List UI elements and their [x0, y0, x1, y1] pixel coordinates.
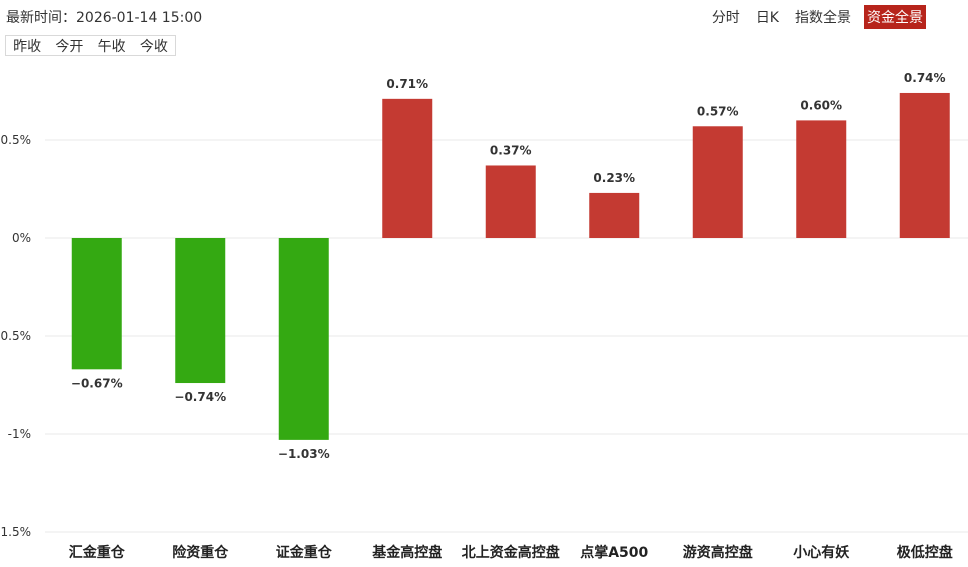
tab-index-overview[interactable]: 指数全景	[795, 10, 851, 26]
bar	[71, 238, 122, 370]
bar	[589, 192, 640, 238]
category-label: 小心有妖	[793, 544, 850, 561]
data-label: 0.71%	[386, 77, 428, 91]
data-label: −0.74%	[174, 390, 226, 404]
bar	[382, 98, 433, 238]
data-label: 0.60%	[800, 98, 842, 112]
bar	[278, 238, 329, 440]
data-label: −1.03%	[278, 447, 330, 461]
y-tick-label: -1%	[8, 427, 31, 441]
category-label: 汇金重仓	[69, 544, 126, 561]
category-label: 基金高控盘	[372, 544, 442, 561]
category-label: 点掌A500	[580, 544, 648, 561]
period-open[interactable]: 今开	[55, 38, 84, 55]
y-tick-label: 0.5%	[1, 133, 32, 147]
view-tabs: 分时 日K 指数全景 资金全景	[699, 5, 926, 29]
y-tick-label: 0%	[12, 231, 31, 245]
bar	[692, 126, 743, 238]
category-label: 北上资金高控盘	[462, 544, 560, 561]
period-prev-close[interactable]: 昨收	[13, 38, 42, 55]
tab-daily-k[interactable]: 日K	[755, 10, 779, 26]
period-selector: 昨收 今开 午收 今收	[5, 35, 176, 56]
data-label: 0.23%	[593, 171, 635, 185]
data-label: −0.67%	[71, 376, 123, 390]
data-label: 0.74%	[904, 71, 946, 85]
bar	[899, 92, 950, 239]
category-label: 游资高控盘	[683, 544, 753, 561]
period-midday-close[interactable]: 午收	[97, 38, 126, 55]
bar	[485, 165, 536, 238]
y-tick-label: -0.5%	[0, 329, 31, 343]
tab-fund-overview[interactable]: 资金全景	[864, 5, 926, 29]
category-label: 极低控盘	[897, 544, 953, 561]
bar	[175, 238, 226, 384]
tab-intraday[interactable]: 分时	[711, 10, 740, 26]
category-label: 证金重仓	[276, 544, 333, 561]
bar	[796, 120, 847, 238]
data-label: 0.37%	[490, 143, 532, 157]
y-tick-label: -1.5%	[0, 525, 31, 539]
latest-time-label: 最新时间：2026-01-14 15:00	[6, 10, 203, 26]
data-label: 0.57%	[697, 104, 739, 118]
period-close[interactable]: 今收	[139, 38, 168, 55]
category-label: 险资重仓	[172, 544, 229, 561]
